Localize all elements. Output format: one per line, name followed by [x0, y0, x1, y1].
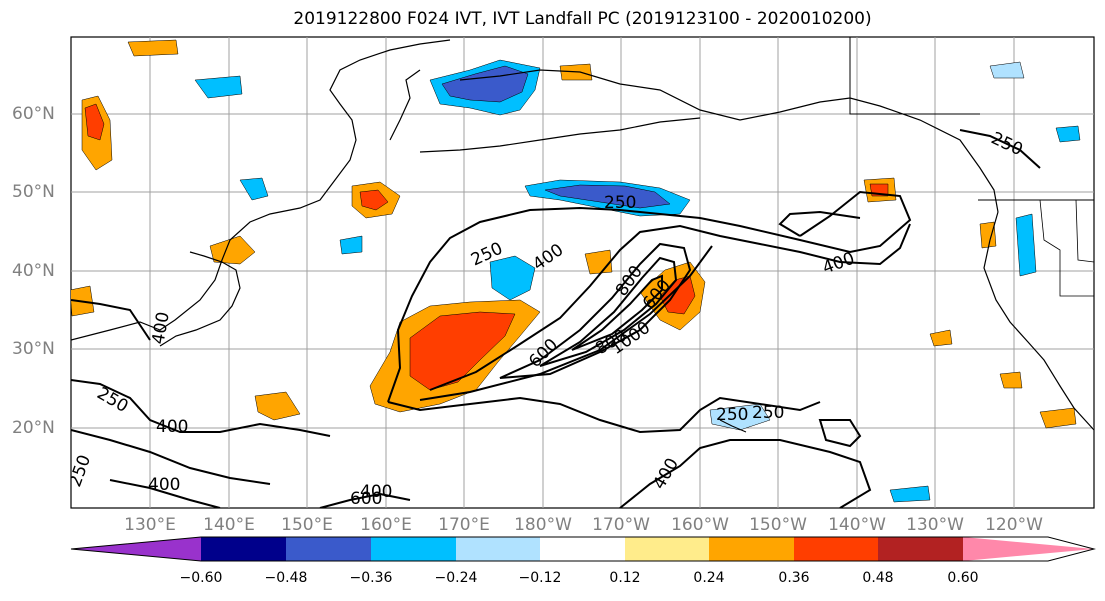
contour-800: [539, 256, 678, 367]
border-us-west: [1039, 199, 1094, 297]
contour-label: 250: [716, 405, 748, 425]
lat-label-50n: 50°N: [12, 182, 55, 202]
border-us-states: [1075, 199, 1094, 263]
positive-anomaly-shading: [71, 39, 1077, 429]
neg-region-japan: [239, 177, 269, 201]
lat-label-30n: 30°N: [12, 339, 55, 359]
coast-japan: [159, 251, 241, 347]
contour-1000: [571, 274, 663, 351]
pos-region-east: [1039, 407, 1077, 429]
lon-label-160w: 160°W: [671, 515, 729, 535]
map-title: 2019122800 F024 IVT, IVT Landfall PC (20…: [293, 9, 872, 29]
pos-region-mid-east: [929, 329, 953, 347]
colorbar-tick: 0.36: [778, 570, 810, 586]
pos-region-main-core: [409, 311, 516, 391]
contour-label: 250: [604, 193, 636, 213]
pos-region-north: [127, 39, 179, 57]
neg-region-gulf-core: [544, 184, 671, 209]
colorbar-tick: −0.12: [518, 570, 562, 586]
neg-region-ak: [989, 61, 1025, 79]
neg-region-ne: [1055, 125, 1081, 143]
lat-label-40n: 40°N: [12, 261, 55, 281]
colorbar-tick: 0.48: [862, 570, 894, 586]
neg-region-canada: [1015, 213, 1037, 277]
neg-region-sw: [194, 75, 243, 99]
contour-label: 250: [752, 403, 784, 423]
pos-region-sw: [254, 391, 301, 421]
neg-region-west: [339, 235, 363, 255]
coast-na-west: [983, 211, 1094, 431]
lon-label-150e: 150°E: [281, 515, 333, 535]
contour-250-loop: [778, 210, 861, 237]
contour-250-south: [387, 396, 821, 434]
contour-400-southeast: [619, 439, 872, 508]
colorbar-tick: 0.24: [693, 570, 725, 586]
lon-label-130w: 130°W: [906, 515, 964, 535]
neg-region-dateline: [709, 403, 771, 431]
colorbar-tick: −0.60: [179, 570, 223, 586]
colorbar-tick: 0.12: [609, 570, 641, 586]
map-frame: [70, 36, 1095, 509]
coast-alaska: [459, 69, 999, 213]
contour-400-sw: [109, 479, 221, 508]
contour-400-west: [71, 429, 271, 485]
lat-label-60n: 60°N: [12, 104, 55, 124]
pos-region-kuril-core: [359, 189, 389, 211]
contour-label: 400: [360, 482, 392, 502]
lon-label-120w: 120°W: [985, 515, 1043, 535]
contour-600: [499, 242, 692, 379]
lon-label-140w: 140°W: [828, 515, 886, 535]
colorbar-tick: −0.36: [349, 570, 393, 586]
neg-region-se: [889, 485, 931, 503]
lat-label-20n: 20°N: [12, 418, 55, 438]
colorbar-tick: 0.60: [947, 570, 979, 586]
coast-kamchatka: [389, 69, 421, 141]
contour-600-sw: [319, 492, 411, 508]
contour-250-w: [71, 299, 151, 341]
lon-label-140e: 140°E: [203, 515, 255, 535]
coast-asia: [71, 39, 451, 341]
lon-label-170e: 170°E: [438, 515, 490, 535]
lon-label-180w: 180°W: [514, 515, 572, 535]
contour-250-se: [818, 419, 862, 448]
coast-aleutians: [419, 117, 701, 153]
pos-region-asia-west-core: [84, 103, 105, 141]
contour-label: 400: [156, 417, 188, 437]
contour-250-outer: [387, 190, 912, 403]
neg-region-midpac: [489, 255, 536, 301]
contour-label: 600: [350, 489, 382, 509]
pos-region-bc: [979, 221, 997, 249]
lon-label-150w: 150°W: [749, 515, 807, 535]
lon-label-170w: 170°W: [592, 515, 650, 535]
contour-400: [429, 223, 911, 391]
lon-label-160e: 160°E: [360, 515, 412, 535]
lon-label-130e: 130°E: [124, 515, 176, 535]
ivt-contours: [71, 129, 1041, 508]
border-alaska-canada: [849, 37, 980, 115]
coastlines: [71, 37, 1094, 433]
colorbar-tick: −0.24: [434, 570, 478, 586]
colorbar-tick: −0.48: [264, 570, 308, 586]
gridlines: [71, 37, 1094, 508]
pos-region-se2: [999, 371, 1023, 389]
contour-400-south: [419, 245, 713, 401]
contour-250-west: [71, 379, 331, 437]
contour-250-ne: [959, 129, 1041, 169]
contour-label: 400: [148, 475, 180, 495]
pos-region-180: [584, 249, 613, 275]
coast-hawaii: [719, 419, 747, 433]
